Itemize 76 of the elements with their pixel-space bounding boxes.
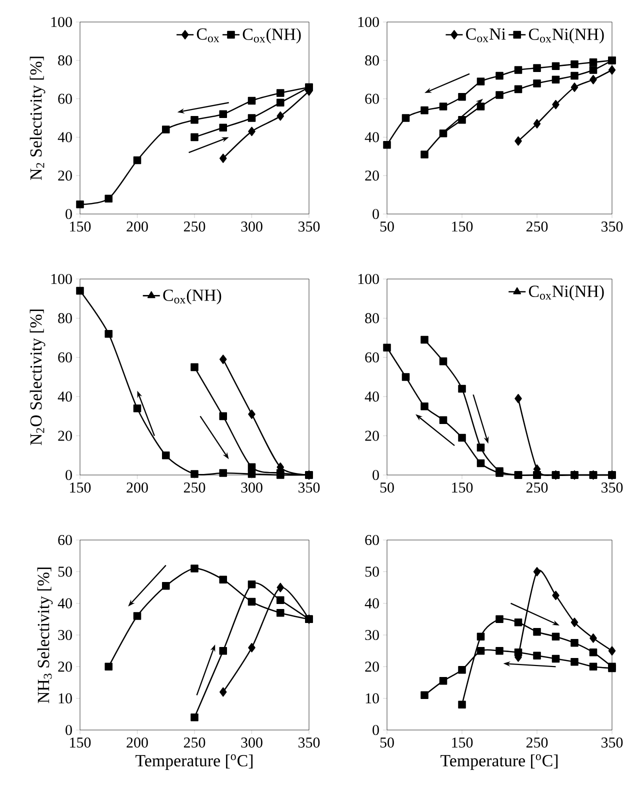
x-tick-label: 250 xyxy=(526,738,548,748)
y-tick-label: 40 xyxy=(58,132,72,142)
x-tick-label: 350 xyxy=(602,482,623,493)
x-tick-label: 150 xyxy=(452,482,473,493)
y-tick-label: 40 xyxy=(364,392,379,402)
x-axis-title: Temperature [$^{o}$C] xyxy=(136,754,253,770)
x-tick-label: 250 xyxy=(184,482,206,493)
x-tick-label: 50 xyxy=(380,482,394,493)
x-tick-label: 300 xyxy=(241,738,262,748)
x-tick-label: 50 xyxy=(380,738,394,748)
legend-label: C$_{ox}$Ni(NH) xyxy=(528,285,604,300)
y-tick-label: 0 xyxy=(372,470,379,480)
x-tick-label: 300 xyxy=(241,222,262,232)
x-tick-label: 200 xyxy=(126,482,148,493)
y-tick-label: 20 xyxy=(365,662,379,672)
x-tick-label: 150 xyxy=(452,222,473,232)
x-tick-label: 150 xyxy=(70,222,91,232)
y-tick-label: 100 xyxy=(358,274,379,284)
y-tick-label: 40 xyxy=(364,598,379,608)
y-tick-label: 100 xyxy=(51,274,72,284)
y-tick-label: 80 xyxy=(58,313,72,324)
y-tick-label: 40 xyxy=(58,598,72,608)
y-tick-label: 80 xyxy=(365,55,379,66)
y-axis-title: N$_{2}$ Selectivity [%] xyxy=(30,56,46,180)
y-tick-label: 0 xyxy=(66,208,72,220)
x-tick-label: 350 xyxy=(602,738,623,748)
y-tick-label: 40 xyxy=(58,392,72,402)
x-tick-label: 200 xyxy=(126,738,148,748)
y-tick-label: 20 xyxy=(365,170,379,181)
y-tick-label: 60 xyxy=(365,94,379,104)
y-tick-label: 50 xyxy=(58,566,72,577)
y-tick-label: 20 xyxy=(58,662,72,672)
x-tick-label: 250 xyxy=(184,222,206,232)
x-tick-label: 250 xyxy=(526,222,548,232)
y-tick-label: 20 xyxy=(365,430,379,441)
x-tick-label: 200 xyxy=(126,222,148,232)
y-tick-label: 60 xyxy=(58,534,72,546)
legend-label: C$_{ox}$ xyxy=(196,28,220,42)
x-tick-label: 300 xyxy=(241,482,262,493)
y-tick-label: 80 xyxy=(365,313,379,324)
y-axis-title: N$_{2}$O Selectivity [%] xyxy=(30,310,46,446)
x-tick-label: 150 xyxy=(70,482,91,493)
y-tick-label: 0 xyxy=(66,470,72,480)
x-tick-label: 50 xyxy=(380,222,394,232)
y-tick-label: 60 xyxy=(58,352,72,362)
x-tick-label: 350 xyxy=(298,222,320,232)
y-tick-label: 20 xyxy=(58,430,72,441)
y-tick-label: 100 xyxy=(358,16,379,28)
legend-label: C$_{ox}$(NH) xyxy=(242,28,301,44)
y-tick-label: 10 xyxy=(366,693,379,704)
y-tick-label: 0 xyxy=(66,724,72,736)
y-tick-label: 50 xyxy=(365,566,379,577)
x-tick-label: 350 xyxy=(602,222,623,232)
y-axis-title: NH$_{3}$ Selectivity [%] xyxy=(37,568,53,704)
y-tick-label: 0 xyxy=(372,724,379,736)
x-tick-label: 250 xyxy=(184,738,206,748)
legend-label: C$_{ox}$Ni xyxy=(466,28,506,42)
x-tick-label: 150 xyxy=(452,738,473,748)
y-tick-label: 60 xyxy=(58,94,72,104)
x-axis-title: Temperature [$^{o}$C] xyxy=(440,754,558,770)
y-tick-label: 80 xyxy=(58,55,72,66)
x-tick-label: 150 xyxy=(70,738,91,748)
y-tick-label: 60 xyxy=(365,534,379,546)
x-tick-label: 250 xyxy=(526,482,548,493)
y-tick-label: 30 xyxy=(365,630,379,640)
x-tick-label: 350 xyxy=(298,482,320,493)
legend-label: C$_{ox}$(NH) xyxy=(163,289,222,304)
x-tick-label: 350 xyxy=(298,738,320,748)
legend-label: C$_{ox}$Ni(NH) xyxy=(528,28,604,44)
y-tick-label: 20 xyxy=(58,170,72,181)
y-tick-label: 100 xyxy=(51,16,72,28)
y-tick-label: 60 xyxy=(365,352,379,362)
y-tick-label: 30 xyxy=(58,630,72,640)
y-tick-label: 40 xyxy=(364,132,379,142)
y-tick-label: 0 xyxy=(372,208,379,220)
y-tick-label: 10 xyxy=(58,693,72,704)
